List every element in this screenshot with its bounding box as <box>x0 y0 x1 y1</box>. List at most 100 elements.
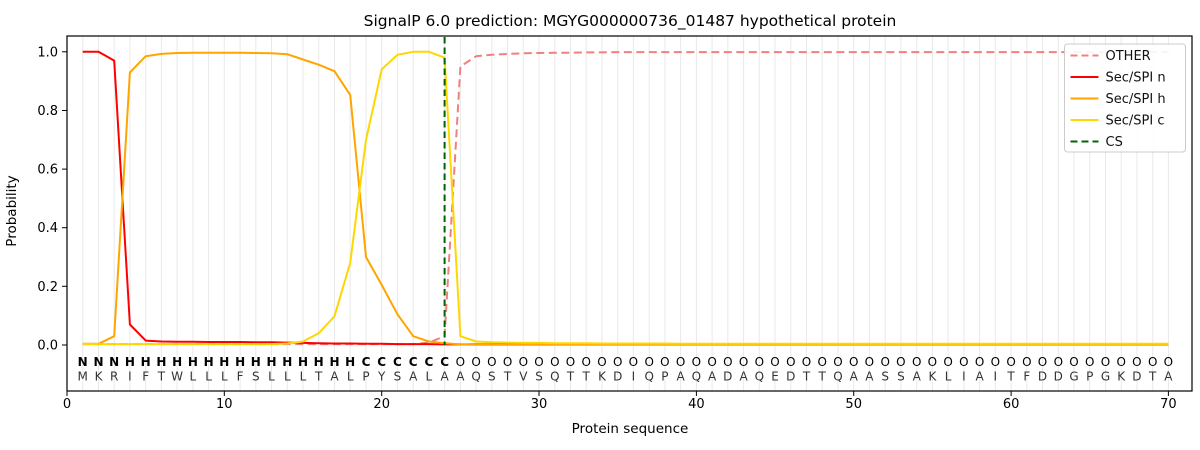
region-letter: O <box>1148 355 1157 369</box>
region-letter: H <box>298 355 308 369</box>
sequence-letter: A <box>440 370 449 384</box>
region-letter: O <box>1164 355 1173 369</box>
region-letter: O <box>597 355 606 369</box>
sequence-letter: D <box>1038 370 1047 384</box>
sequence-letter: S <box>897 370 905 384</box>
region-letter: O <box>739 355 748 369</box>
region-letter: H <box>125 355 135 369</box>
sequence-letter: G <box>1101 370 1110 384</box>
x-tick-label: 50 <box>845 397 862 412</box>
region-letter: C <box>393 355 402 369</box>
region-letter: O <box>613 355 622 369</box>
region-letter: O <box>644 355 653 369</box>
region-letter: O <box>833 355 842 369</box>
region-letter: H <box>172 355 182 369</box>
region-letter: H <box>266 355 276 369</box>
sequence-letter: F <box>142 370 149 384</box>
legend-entry-sec-spi-c: Sec/SPI c <box>1070 114 1165 129</box>
region-letter: O <box>1069 355 1078 369</box>
sequence-letter: T <box>157 370 166 384</box>
sequence-letter: S <box>394 370 402 384</box>
region-letter: O <box>849 355 858 369</box>
region-letter: H <box>345 355 355 369</box>
sequence-letter: Y <box>377 370 386 384</box>
sequence-letter: A <box>1164 370 1173 384</box>
region-letter: O <box>865 355 874 369</box>
region-letter: N <box>109 355 119 369</box>
region-letter: O <box>991 355 1000 369</box>
legend-entry-label: CS <box>1106 135 1123 150</box>
sequence-letter: T <box>314 370 323 384</box>
sequence-letter: A <box>913 370 922 384</box>
region-letter: O <box>629 355 638 369</box>
x-tick-label: 0 <box>63 397 71 412</box>
sequence-letter: T <box>566 370 575 384</box>
region-letter: O <box>912 355 921 369</box>
y-tick-label: 0.4 <box>37 221 58 236</box>
region-letter: N <box>93 355 103 369</box>
y-tick-label: 1.0 <box>37 45 58 60</box>
y-tick-label: 0.0 <box>37 339 58 354</box>
region-letter: O <box>534 355 543 369</box>
region-letter: C <box>440 355 449 369</box>
series-line-sec-spi-h <box>82 51 1169 346</box>
region-letter: H <box>204 355 214 369</box>
sequence-letter: D <box>723 370 732 384</box>
sequence-letter: T <box>1148 370 1157 384</box>
region-letter: C <box>377 355 386 369</box>
region-letter: O <box>786 355 795 369</box>
sequence-letter: I <box>128 370 132 384</box>
region-letter: H <box>235 355 245 369</box>
region-letter: O <box>943 355 952 369</box>
sequence-letter: K <box>95 370 104 384</box>
sequence-letter: P <box>661 370 668 384</box>
sequence-letter: D <box>1054 370 1063 384</box>
legend-entry-label: OTHER <box>1106 49 1151 64</box>
legend-entry-label: Sec/SPI c <box>1106 114 1165 129</box>
axes-frame <box>66 35 1193 392</box>
sequence-letter: L <box>426 370 433 384</box>
sequence-letter: L <box>945 370 952 384</box>
region-letter: H <box>188 355 198 369</box>
x-tick-label: 20 <box>373 397 390 412</box>
sequence-letter: Q <box>644 370 653 384</box>
x-tick-label: 40 <box>688 397 705 412</box>
region-letter: O <box>802 355 811 369</box>
sequence-letter: S <box>881 370 889 384</box>
sequence-letter: W <box>171 370 183 384</box>
sequence-letter: A <box>708 370 717 384</box>
region-letter: O <box>755 355 764 369</box>
sequence-letter: K <box>1117 370 1126 384</box>
region-letter: N <box>78 355 88 369</box>
y-tick-label: 0.6 <box>37 163 58 178</box>
sequence-letter: K <box>598 370 607 384</box>
region-letter: O <box>723 355 732 369</box>
sequence-letter: L <box>190 370 197 384</box>
legend-entry-other: OTHER <box>1070 49 1151 64</box>
sequence-letter: A <box>676 370 685 384</box>
region-letter: O <box>456 355 465 369</box>
sequence-letter: I <box>632 370 636 384</box>
sequence-letter: Q <box>692 370 701 384</box>
sequence-letter: T <box>1006 370 1015 384</box>
sequence-letter: L <box>268 370 275 384</box>
x-tick-label: 60 <box>1003 397 1020 412</box>
sequence-letter: P <box>362 370 369 384</box>
sequence-letter: D <box>786 370 795 384</box>
sequence-letter: L <box>284 370 291 384</box>
legend-entry-sec-spi-n: Sec/SPI n <box>1070 71 1166 86</box>
region-letter: O <box>519 355 528 369</box>
sequence-letter: F <box>237 370 244 384</box>
series-line-sec-spi-n <box>82 50 1169 346</box>
region-letter: H <box>141 355 151 369</box>
sequence-letters-layer: NMNKNRHIHFHTHWHLHLHLHFHSHLHLHLHTHAHLCPCY… <box>78 355 1174 384</box>
region-letter: O <box>1022 355 1031 369</box>
sequence-letter: A <box>865 370 874 384</box>
sequence-letter: A <box>456 370 465 384</box>
region-letter: H <box>156 355 166 369</box>
region-letter: O <box>707 355 716 369</box>
legend-entry-label: Sec/SPI h <box>1106 92 1166 107</box>
region-letter: O <box>1116 355 1125 369</box>
region-letter: O <box>1006 355 1015 369</box>
region-letter: H <box>282 355 292 369</box>
